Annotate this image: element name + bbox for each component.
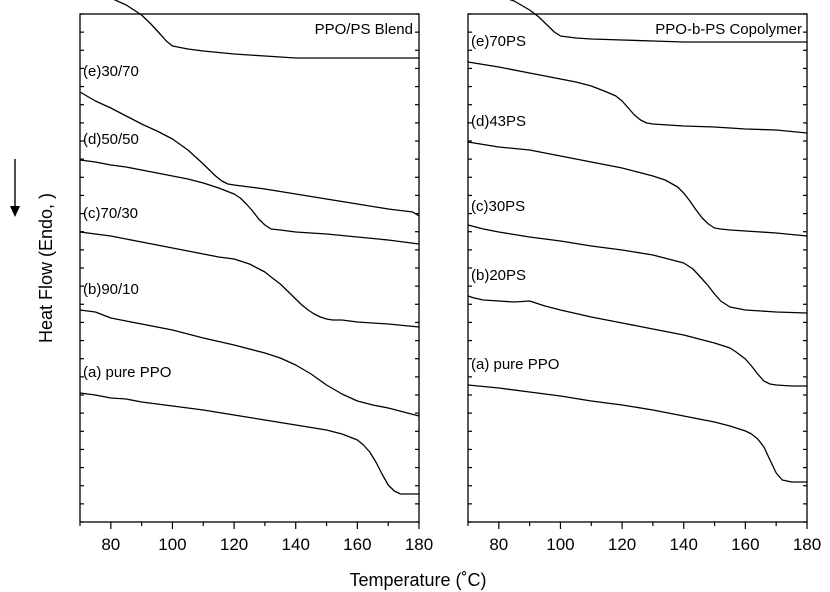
x-tick-label: 80: [101, 535, 120, 554]
y-axis-label: Heat Flow (Endo, ): [36, 193, 56, 343]
panel-title: PPO-b-PS Copolymer: [655, 21, 802, 38]
curve-label: (b)90/10: [83, 281, 139, 298]
dsc-curve: [79, 309, 420, 417]
dsc-curve: [467, 61, 808, 134]
x-tick-label: 100: [546, 535, 574, 554]
dsc-curve: [467, 141, 808, 237]
x-tick-label: 160: [343, 535, 371, 554]
curve-label: (d)43PS: [471, 113, 526, 130]
panel-frame: [79, 13, 420, 523]
curve-label: (e)30/70: [83, 63, 139, 80]
dsc-curve: [79, 159, 420, 245]
x-tick-label: 140: [282, 535, 310, 554]
curve-label: (e)70PS: [471, 33, 526, 50]
curve-label: (c)70/30: [83, 205, 138, 222]
dsc-curve: [79, 231, 420, 328]
x-axis-label: Temperature (˚C): [349, 570, 486, 590]
dsc-curve: [113, 0, 420, 59]
dsc-curve: [79, 91, 420, 217]
x-tick-label: 160: [731, 535, 759, 554]
curve-label: (a) pure PPO: [83, 364, 171, 381]
curve-label: (b)20PS: [471, 267, 526, 284]
dsc-curve: [79, 392, 420, 495]
curve-label: (d)50/50: [83, 131, 139, 148]
curve-label: (a) pure PPO: [471, 356, 559, 373]
dsc-curve: [467, 224, 808, 314]
x-tick-label: 120: [220, 535, 248, 554]
x-tick-label: 120: [608, 535, 636, 554]
dsc-curve: [467, 295, 808, 387]
dsc-curve: [467, 384, 808, 483]
curve-label: (c)30PS: [471, 198, 525, 215]
down-arrow-icon: [10, 159, 20, 217]
x-tick-label: 180: [405, 535, 433, 554]
x-tick-label: 100: [158, 535, 186, 554]
x-tick-label: 140: [670, 535, 698, 554]
x-tick-label: 80: [489, 535, 508, 554]
dsc-curve: [509, 0, 808, 43]
panel-title: PPO/PS Blend: [315, 21, 413, 38]
x-tick-label: 180: [793, 535, 821, 554]
